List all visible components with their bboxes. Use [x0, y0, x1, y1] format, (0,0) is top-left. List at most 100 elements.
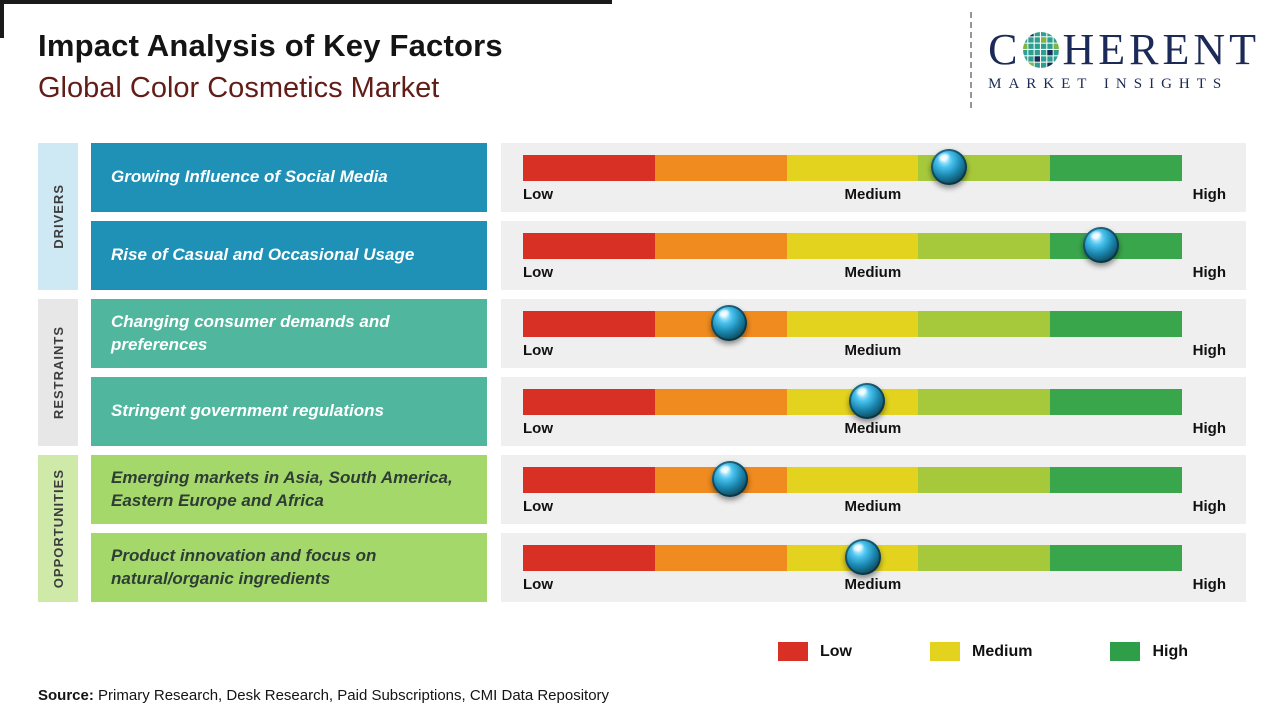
factor-box: Stringent government regulations — [91, 377, 487, 446]
legend-item-low: Low — [778, 642, 852, 661]
group-opportunities: OPPORTUNITIES Emerging markets in Asia, … — [38, 455, 1246, 602]
impact-row: Changing consumer demands and preference… — [91, 299, 1246, 368]
bar-label-high: High — [1192, 264, 1226, 281]
brand-logo: C — [970, 12, 1260, 108]
bar-segment — [523, 467, 655, 493]
logo-letter-c: C — [988, 24, 1022, 74]
category-label-drivers: DRIVERS — [38, 143, 78, 290]
impact-marker — [845, 539, 882, 575]
bar-segment — [786, 467, 919, 493]
source-line: Source: Primary Research, Desk Research,… — [38, 687, 1280, 704]
bar-segment — [523, 545, 655, 571]
impact-row: Growing Influence of Social Media Low Me… — [91, 143, 1246, 212]
bar-label-low: Low — [523, 576, 553, 593]
bar-label-high: High — [1192, 498, 1226, 515]
bar-segment — [786, 155, 919, 181]
bar-label-medium: Medium — [844, 576, 902, 593]
impact-bar-strip: Low Medium High — [501, 143, 1246, 212]
group-restraints: RESTRAINTS Changing consumer demands and… — [38, 299, 1246, 446]
legend-swatch-low — [778, 642, 808, 661]
bar-segment — [523, 389, 655, 415]
bar-label-medium: Medium — [844, 420, 902, 437]
impact-marker — [711, 305, 748, 341]
bar-segment — [1050, 155, 1182, 181]
bar-segment — [1050, 311, 1182, 337]
impact-row: Product innovation and focus on natural/… — [91, 533, 1246, 602]
bar-segment — [523, 155, 655, 181]
logo-globe-icon — [1022, 31, 1060, 69]
bar-label-medium: Medium — [844, 498, 902, 515]
bar-segment — [1050, 467, 1182, 493]
impact-scale-bar — [523, 149, 1182, 185]
bar-label-medium: Medium — [844, 342, 902, 359]
bar-segment — [918, 233, 1051, 259]
category-label-opportunities: OPPORTUNITIES — [38, 455, 78, 602]
impact-scale-bar — [523, 461, 1182, 497]
bar-label-low: Low — [523, 420, 553, 437]
impact-scale-bar — [523, 227, 1182, 263]
factor-box: Growing Influence of Social Media — [91, 143, 487, 212]
bar-segment — [918, 311, 1051, 337]
legend-label-high: High — [1152, 642, 1188, 660]
impact-matrix: DRIVERS Growing Influence of Social Medi… — [38, 143, 1246, 602]
impact-marker — [848, 383, 885, 419]
legend-item-medium: Medium — [930, 642, 1032, 661]
bar-segment — [523, 233, 655, 259]
bar-segment — [654, 233, 787, 259]
source-label: Source: — [38, 687, 94, 704]
impact-scale-bar — [523, 383, 1182, 419]
impact-marker — [1082, 227, 1119, 263]
legend-item-high: High — [1110, 642, 1188, 661]
bar-label-low: Low — [523, 186, 553, 203]
legend: Low Medium High — [0, 642, 1188, 661]
logo-letters-rest: HERENT — [1062, 24, 1260, 74]
impact-scale-bar — [523, 305, 1182, 341]
logo-tagline: MARKET INSIGHTS — [988, 75, 1229, 92]
page-subtitle: Global Color Cosmetics Market — [38, 72, 440, 104]
bar-segment — [786, 311, 919, 337]
impact-scale-bar — [523, 539, 1182, 575]
impact-row: Stringent government regulations Low Med… — [91, 377, 1246, 446]
bar-segment — [654, 545, 787, 571]
impact-bar-strip: Low Medium High — [501, 455, 1246, 524]
page-title: Impact Analysis of Key Factors — [38, 28, 503, 63]
bar-segment — [918, 467, 1051, 493]
legend-swatch-high — [1110, 642, 1141, 661]
factor-box: Rise of Casual and Occasional Usage — [91, 221, 487, 290]
bar-label-medium: Medium — [844, 186, 902, 203]
bar-label-low: Low — [523, 264, 553, 281]
bar-label-high: High — [1192, 186, 1226, 203]
slide-left-border — [0, 0, 4, 38]
category-label-restraints: RESTRAINTS — [38, 299, 78, 446]
impact-bar-strip: Low Medium High — [501, 377, 1246, 446]
impact-bar-strip: Low Medium High — [501, 299, 1246, 368]
legend-label-medium: Medium — [972, 642, 1033, 660]
bar-segment — [654, 389, 787, 415]
header: Impact Analysis of Key Factors Global Co… — [0, 0, 1280, 143]
logo-wordmark: C — [988, 24, 1260, 74]
factor-box: Changing consumer demands and preference… — [91, 299, 487, 368]
bar-segment — [523, 311, 655, 337]
bar-label-high: High — [1192, 576, 1226, 593]
legend-label-low: Low — [820, 642, 852, 660]
source-text: Primary Research, Desk Research, Paid Su… — [93, 687, 610, 704]
impact-bar-strip: Low Medium High — [501, 533, 1246, 602]
group-drivers: DRIVERS Growing Influence of Social Medi… — [38, 143, 1246, 290]
impact-marker — [711, 461, 748, 497]
logo-divider — [970, 12, 973, 108]
slide-top-border — [0, 0, 612, 4]
impact-row: Emerging markets in Asia, South America,… — [91, 455, 1246, 524]
bar-label-medium: Medium — [844, 264, 902, 281]
impact-bar-strip: Low Medium High — [501, 221, 1246, 290]
bar-segment — [918, 389, 1051, 415]
bar-segment — [1050, 545, 1182, 571]
legend-swatch-medium — [930, 642, 960, 661]
bar-label-low: Low — [523, 342, 553, 359]
bar-segment — [1050, 389, 1182, 415]
impact-row: Rise of Casual and Occasional Usage Low … — [91, 221, 1246, 290]
factor-box: Product innovation and focus on natural/… — [91, 533, 487, 602]
bar-segment — [654, 155, 787, 181]
bar-segment — [786, 233, 919, 259]
bar-segment — [918, 545, 1051, 571]
bar-label-high: High — [1192, 420, 1226, 437]
